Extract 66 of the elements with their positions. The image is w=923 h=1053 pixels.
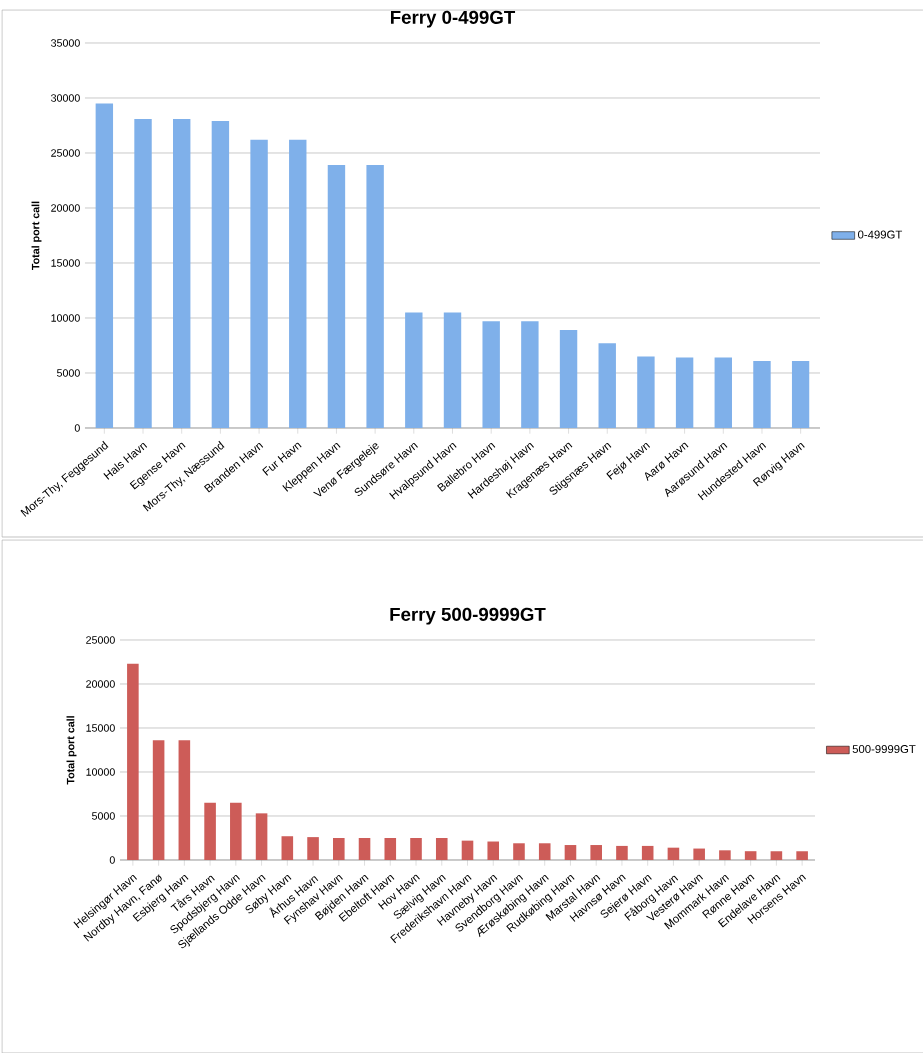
- bar: [538, 843, 551, 860]
- bar: [693, 848, 705, 860]
- bar: [173, 118, 191, 428]
- y-tick-label: 20000: [86, 680, 115, 688]
- bar: [719, 850, 731, 860]
- y-tick-label: 0: [109, 856, 115, 864]
- bar: [327, 165, 346, 428]
- bar: [134, 118, 152, 428]
- bar: [358, 838, 371, 860]
- y-tick-label: 25000: [51, 149, 80, 157]
- bar: [250, 139, 268, 428]
- legend-label: 500-9999GT: [852, 745, 916, 754]
- y-tick-label: 25000: [86, 636, 115, 644]
- bar: [559, 330, 578, 428]
- bar: [564, 845, 577, 860]
- y-tick-label: 15000: [51, 259, 80, 267]
- y-axis-title: Total port call: [31, 201, 42, 270]
- bar: [616, 845, 628, 860]
- bar: [598, 343, 616, 428]
- bar: [521, 321, 539, 428]
- bar: [230, 802, 242, 860]
- bar: [204, 802, 216, 860]
- chart-title: Ferry 500-9999GT: [390, 607, 546, 625]
- legend-label: 0-499GT: [858, 230, 903, 239]
- bar: [366, 165, 384, 428]
- bar: [410, 838, 422, 860]
- bar: [384, 838, 397, 860]
- bar: [435, 838, 448, 860]
- bar: [637, 356, 655, 428]
- bar: [95, 103, 114, 428]
- chart-title: Ferry 0-499GT: [390, 10, 516, 28]
- bar: [333, 838, 345, 860]
- bar: [307, 837, 319, 860]
- bar: [714, 357, 732, 428]
- y-tick-label: 0: [74, 424, 80, 432]
- bar: [513, 843, 525, 860]
- bar: [641, 845, 654, 860]
- bar: [482, 321, 500, 428]
- bar: [590, 845, 602, 860]
- y-tick-label: 5000: [91, 812, 115, 820]
- y-tick-label: 10000: [86, 768, 115, 776]
- bar: [744, 851, 757, 860]
- bar: [152, 740, 165, 860]
- bar: [667, 847, 680, 860]
- y-tick-label: 35000: [51, 39, 80, 47]
- bar: [281, 836, 294, 860]
- y-axis-title: Total port call: [66, 716, 77, 785]
- bar: [255, 813, 268, 860]
- bar: [405, 312, 423, 428]
- y-tick-label: 20000: [51, 204, 80, 212]
- bar: [178, 740, 191, 860]
- y-tick-label: 5000: [56, 369, 80, 377]
- bar: [127, 663, 139, 860]
- bar: [443, 312, 462, 428]
- y-tick-label: 10000: [51, 314, 80, 322]
- bar: [796, 851, 808, 860]
- bar: [675, 357, 694, 428]
- bar: [487, 841, 500, 860]
- bar: [211, 121, 230, 428]
- y-tick-label: 15000: [86, 724, 115, 732]
- y-tick-label: 30000: [51, 94, 80, 102]
- bar: [289, 139, 307, 428]
- bar: [791, 360, 810, 428]
- bar: [753, 360, 771, 428]
- bar: [770, 851, 783, 860]
- bar: [461, 840, 474, 860]
